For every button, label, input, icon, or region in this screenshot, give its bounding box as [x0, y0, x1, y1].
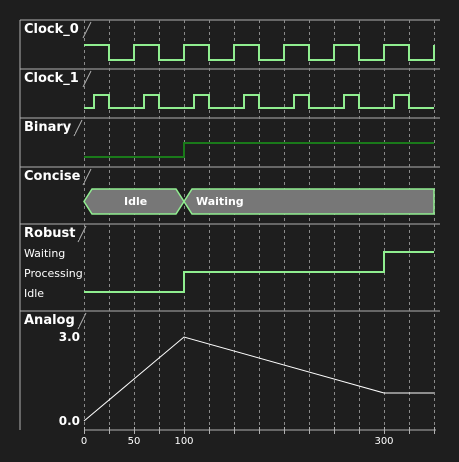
robust-level-processing: Processing: [24, 267, 83, 280]
track-label-concise: Concise: [24, 170, 85, 183]
clock1-waveform: [84, 94, 434, 109]
track-label-clock1: Clock_1: [24, 72, 83, 85]
analog-waveform: [83, 336, 434, 422]
track-label-binary: Binary: [24, 121, 76, 134]
track-label-robust: Robust: [24, 227, 80, 240]
track-tab-edge: [82, 21, 92, 39]
time-tick-label: 300: [374, 436, 394, 447]
time-tick-label: 50: [127, 436, 141, 447]
robust-waveform: [84, 251, 434, 293]
concise-state-idle: Idle: [124, 195, 148, 208]
time-tick-label: 100: [174, 436, 194, 447]
track-tab-edge: [73, 119, 83, 137]
time-tick-label: 0: [80, 436, 88, 447]
analog-ymax-label: 3.0: [58, 330, 80, 344]
analog-ymin-label: 0.0: [58, 414, 80, 428]
track-label-clock0: Clock_0: [24, 23, 83, 36]
concise-bus-segment: [183, 188, 435, 215]
track-tab-edge: [82, 70, 92, 88]
concise-state-waiting: Waiting: [196, 195, 244, 208]
binary-waveform: [84, 142, 434, 158]
robust-level-idle: Idle: [24, 287, 45, 300]
robust-level-waiting: Waiting: [24, 247, 66, 260]
track-label-analog: Analog: [24, 314, 79, 327]
clock0-waveform: [84, 44, 435, 61]
